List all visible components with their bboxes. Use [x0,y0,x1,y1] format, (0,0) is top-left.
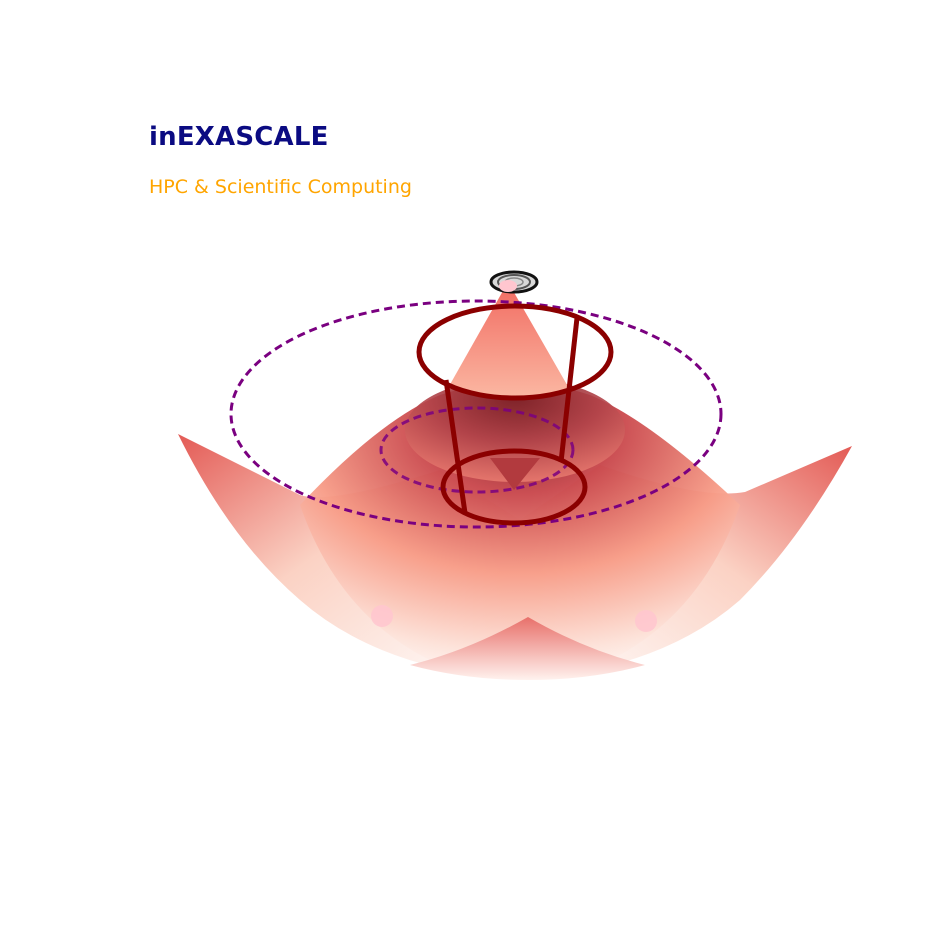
surface-inner-cone [490,458,540,490]
orbit-inner [379,406,575,494]
cylinder-edge-right [558,317,580,463]
cylinder-edge-left [443,379,468,514]
surface-peak [448,282,570,400]
ring-top [416,303,614,401]
surface-bowl [300,382,740,678]
logo-subtitle: HPC & Scientific Computing [149,176,412,198]
surface-dome [405,378,625,482]
pink-dot-right [635,610,657,632]
orbit-outer [229,299,723,529]
spiral-icon [489,270,539,294]
ring-bottom [440,448,588,526]
surface-front-bump [410,617,645,680]
logo-title: inEXASCALE [149,122,329,152]
pink-dot-left [371,605,393,627]
